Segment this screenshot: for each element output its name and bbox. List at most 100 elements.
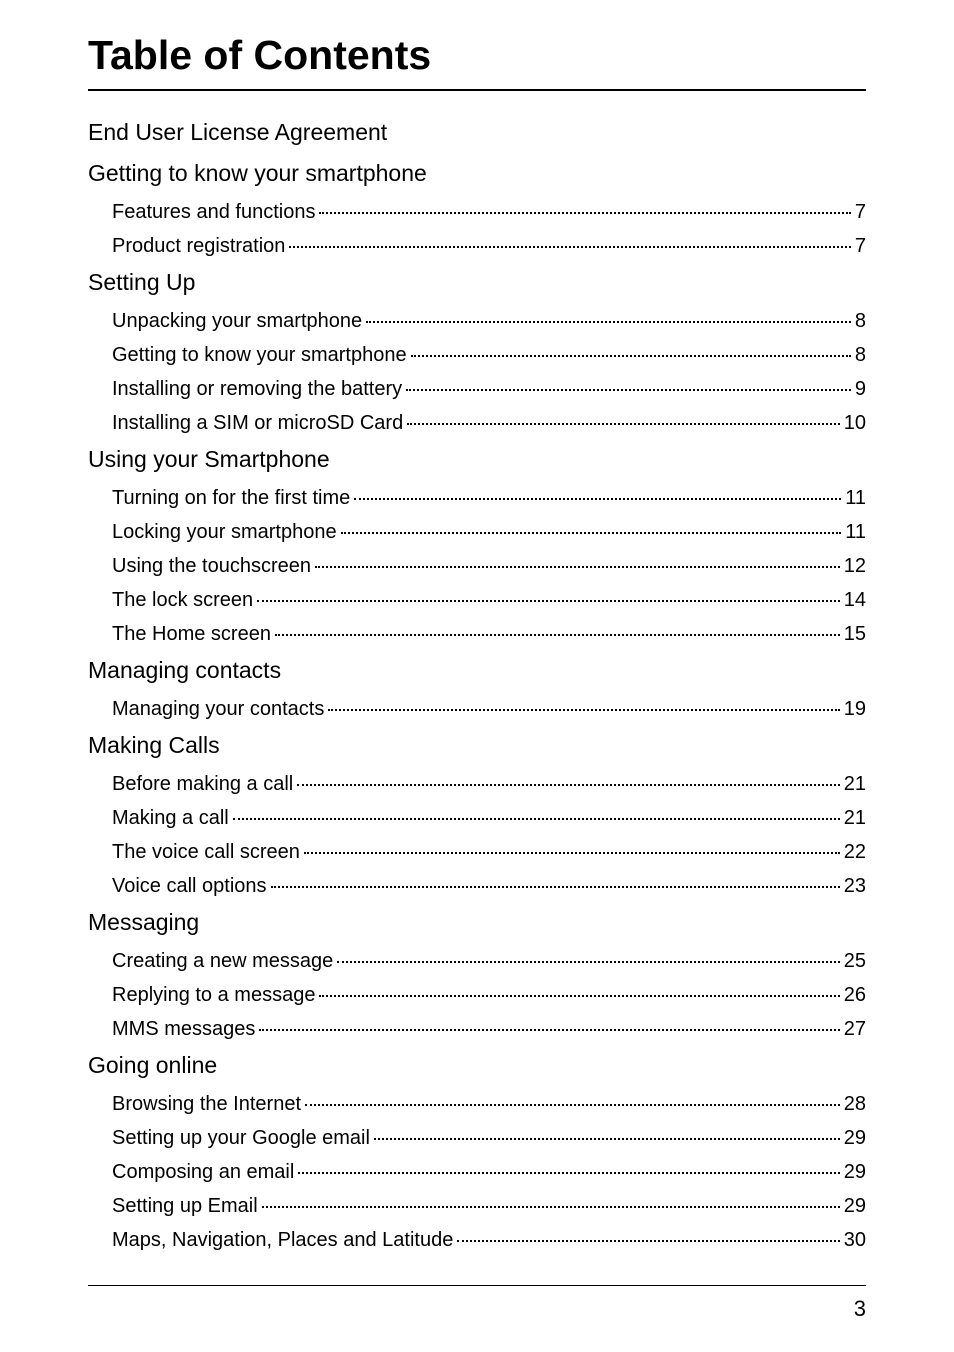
toc-entry-label: Turning on for the first time <box>112 487 350 510</box>
toc-entry-page: 8 <box>855 310 866 333</box>
toc-entry[interactable]: The lock screen14 <box>88 589 866 612</box>
toc-entry-page: 28 <box>844 1093 866 1116</box>
toc-entry-page: 8 <box>855 344 866 367</box>
toc-entry[interactable]: Installing a SIM or microSD Card10 <box>88 412 866 435</box>
toc-leader-dots <box>297 784 840 786</box>
toc-leader-dots <box>298 1172 839 1174</box>
toc-section: Using your Smartphone Turning on for the … <box>88 446 866 646</box>
toc-leader-dots <box>406 389 851 391</box>
toc-entry[interactable]: Making a call 21 <box>88 807 866 830</box>
toc-entry[interactable]: Maps, Navigation, Places and Latitude 30 <box>88 1229 866 1252</box>
toc-entry[interactable]: MMS messages 27 <box>88 1018 866 1041</box>
toc-section: Messaging Creating a new message25 Replyin… <box>88 909 866 1041</box>
toc-entry-page: 29 <box>844 1127 866 1150</box>
toc-leader-dots <box>233 818 840 820</box>
toc-entry-page: 29 <box>844 1161 866 1184</box>
toc-entry[interactable]: Installing or removing the battery 9 <box>88 378 866 401</box>
toc-entry-label: The voice call screen <box>112 841 300 864</box>
toc-leader-dots <box>257 600 840 602</box>
toc-entry-label: Maps, Navigation, Places and Latitude <box>112 1229 453 1252</box>
toc-leader-dots <box>305 1104 840 1106</box>
page-title: Table of Contents <box>88 32 866 91</box>
toc-entry[interactable]: Using the touchscreen 12 <box>88 555 866 578</box>
toc-entry[interactable]: Product registration7 <box>88 235 866 258</box>
toc-entry-label: Before making a call <box>112 773 293 796</box>
toc-entry-label: The Home screen <box>112 623 271 646</box>
section-heading[interactable]: Using your Smartphone <box>88 446 866 473</box>
toc-section: End User License Agreement <box>88 119 866 146</box>
toc-leader-dots <box>275 634 840 636</box>
section-heading[interactable]: Messaging <box>88 909 866 936</box>
toc-entry-page: 22 <box>844 841 866 864</box>
toc-entry-page: 25 <box>844 950 866 973</box>
toc-entry[interactable]: Features and functions 7 <box>88 201 866 224</box>
toc-entry[interactable]: Replying to a message26 <box>88 984 866 1007</box>
page-content: Table of Contents End User License Agree… <box>0 0 954 1252</box>
toc-entry-label: Features and functions <box>112 201 315 224</box>
footer-rule <box>88 1285 866 1286</box>
toc-entry[interactable]: Turning on for the first time11 <box>88 487 866 510</box>
toc-leader-dots <box>366 321 851 323</box>
toc-leader-dots <box>374 1138 840 1140</box>
section-heading[interactable]: Getting to know your smartphone <box>88 160 866 187</box>
toc-entry-page: 15 <box>844 623 866 646</box>
toc-section: Managing contacts Managing your contacts1… <box>88 657 866 721</box>
toc-leader-dots <box>304 852 840 854</box>
section-heading[interactable]: Setting Up <box>88 269 866 296</box>
toc-entry-label: Voice call options <box>112 875 267 898</box>
toc-entry-page: 21 <box>844 773 866 796</box>
toc-entry-page: 9 <box>855 378 866 401</box>
toc-entry-label: Setting up Email <box>112 1195 258 1218</box>
toc-entry-page: 21 <box>844 807 866 830</box>
toc-entry-page: 30 <box>844 1229 866 1252</box>
toc-entry[interactable]: Creating a new message25 <box>88 950 866 973</box>
toc-entry[interactable]: The Home screen 15 <box>88 623 866 646</box>
toc-entry-label: Composing an email <box>112 1161 294 1184</box>
toc-leader-dots <box>337 961 840 963</box>
toc-entry[interactable]: Browsing the Internet28 <box>88 1093 866 1116</box>
section-heading[interactable]: Going online <box>88 1052 866 1079</box>
toc-leader-dots <box>319 995 839 997</box>
toc-entry-page: 14 <box>844 589 866 612</box>
toc-leader-dots <box>289 246 850 248</box>
toc-entry-label: Using the touchscreen <box>112 555 311 578</box>
toc-entry-page: 7 <box>855 201 866 224</box>
section-heading[interactable]: Making Calls <box>88 732 866 759</box>
toc-entry[interactable]: Managing your contacts19 <box>88 698 866 721</box>
toc-entry-page: 7 <box>855 235 866 258</box>
toc-entry-page: 11 <box>845 521 866 544</box>
toc-section: Setting UpUnpacking your smartphone8Gett… <box>88 269 866 435</box>
toc-leader-dots <box>319 212 850 214</box>
toc-entry-label: Unpacking your smartphone <box>112 310 362 333</box>
toc-leader-dots <box>411 355 851 357</box>
toc-leader-dots <box>259 1029 839 1031</box>
toc-entry[interactable]: Setting up your Google email29 <box>88 1127 866 1150</box>
toc-leader-dots <box>341 532 842 534</box>
toc-entry[interactable]: The voice call screen 22 <box>88 841 866 864</box>
toc-entry-label: Installing or removing the battery <box>112 378 402 401</box>
toc-entry-label: Getting to know your smartphone <box>112 344 407 367</box>
toc-entry-page: 29 <box>844 1195 866 1218</box>
toc-entry-label: Locking your smartphone <box>112 521 337 544</box>
toc-leader-dots <box>354 498 841 500</box>
toc-entry[interactable]: Getting to know your smartphone 8 <box>88 344 866 367</box>
toc-entry-label: Making a call <box>112 807 229 830</box>
toc-leader-dots <box>271 886 840 888</box>
toc-leader-dots <box>328 709 839 711</box>
toc-entry[interactable]: Setting up Email 29 <box>88 1195 866 1218</box>
toc-entry[interactable]: Locking your smartphone 11 <box>88 521 866 544</box>
footer-page-number: 3 <box>854 1296 866 1322</box>
toc-section: Making CallsBefore making a call21Making… <box>88 732 866 898</box>
toc-entry[interactable]: Unpacking your smartphone 8 <box>88 310 866 333</box>
toc-entry[interactable]: Before making a call 21 <box>88 773 866 796</box>
toc-entry-label: MMS messages <box>112 1018 255 1041</box>
toc-entry-page: 12 <box>844 555 866 578</box>
toc-entry-page: 23 <box>844 875 866 898</box>
toc-entry-page: 27 <box>844 1018 866 1041</box>
toc-entry[interactable]: Voice call options 23 <box>88 875 866 898</box>
toc-entry[interactable]: Composing an email 29 <box>88 1161 866 1184</box>
toc-entry-label: Replying to a message <box>112 984 315 1007</box>
section-heading[interactable]: Managing contacts <box>88 657 866 684</box>
section-heading[interactable]: End User License Agreement <box>88 119 866 146</box>
toc-container: End User License Agreement Getting to kno… <box>88 119 866 1252</box>
